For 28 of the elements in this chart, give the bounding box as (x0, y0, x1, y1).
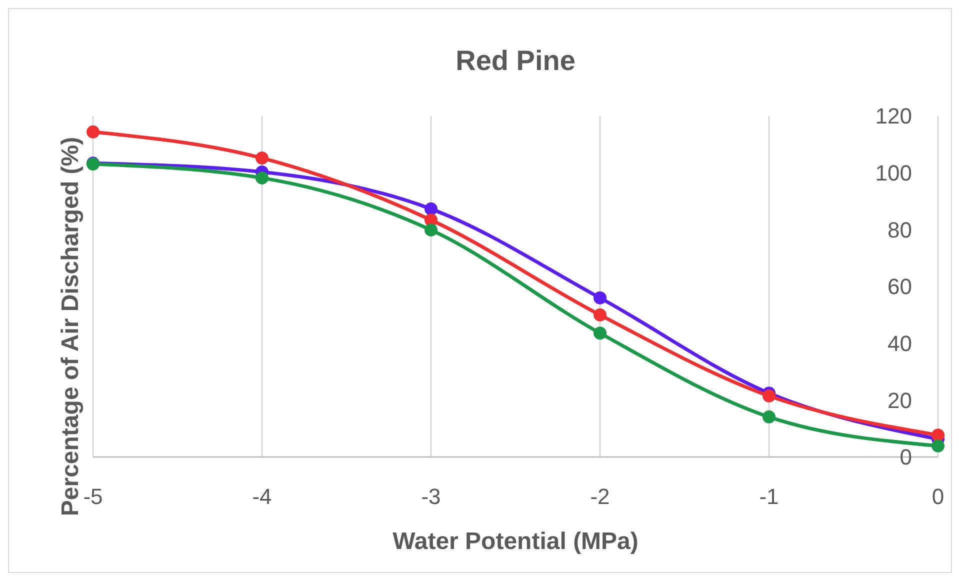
y-tick-label: 0 (900, 444, 912, 470)
x-axis-title: Water Potential (MPa) (392, 528, 638, 555)
y-axis-title: Percentage of Air Discharged (%) (57, 136, 84, 516)
point (762, 410, 776, 424)
chart-title: Red Pine (456, 45, 576, 76)
x-tick-label: -3 (421, 484, 441, 509)
point (256, 152, 268, 165)
point (932, 428, 944, 442)
x-tick-label: -5 (83, 484, 103, 509)
y-tick-label: 40 (888, 331, 912, 356)
point (256, 171, 268, 184)
y-tick-label: 20 (888, 388, 912, 413)
x-tick-label: -4 (252, 484, 272, 509)
y-tick-label: 100 (875, 160, 912, 186)
x-tick-label: -2 (590, 484, 610, 509)
point (594, 291, 606, 304)
point (762, 389, 776, 402)
point (424, 202, 438, 216)
point (424, 223, 438, 236)
point (594, 326, 606, 340)
y-tick-label: 80 (888, 217, 912, 242)
point (86, 125, 100, 138)
x-tick-label: -1 (759, 484, 779, 509)
point (932, 439, 944, 452)
x-tick-label: 0 (932, 484, 944, 509)
point (594, 308, 606, 322)
y-tick-label: 60 (888, 274, 912, 300)
y-tick-label: 120 (875, 104, 912, 129)
